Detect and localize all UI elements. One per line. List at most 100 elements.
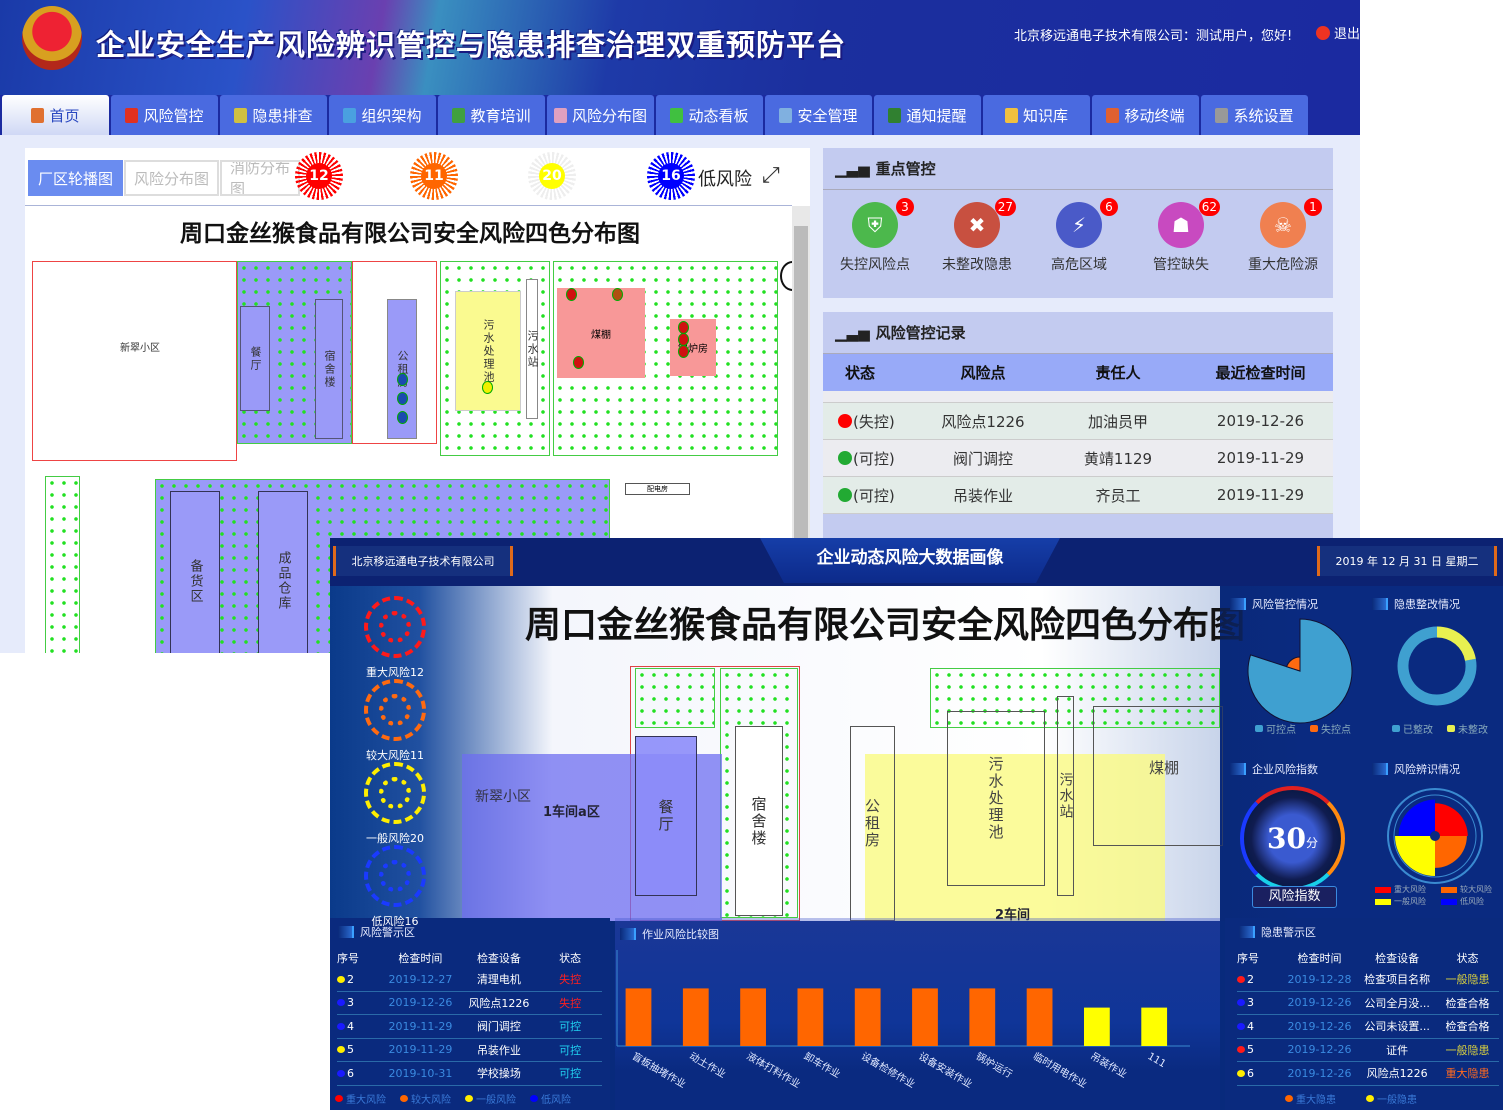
key-item[interactable]: ⛨ 3 失控风险点	[825, 198, 925, 274]
nav-item-9[interactable]: 知识库	[983, 95, 1090, 135]
table-row[interactable]: 3 2019-12-26 公司全月没... 检查合格	[1237, 992, 1499, 1015]
nav-item-10[interactable]: 移动终端	[1092, 95, 1199, 135]
bld-coal-shed: 煤棚	[1093, 706, 1223, 846]
bar-5[interactable]	[912, 988, 938, 1046]
table-row[interactable]: 6 2019-10-31 学校操场 可控	[337, 1062, 602, 1086]
risk-warning-title: 风险警示区	[338, 924, 415, 940]
status-dot-icon	[838, 451, 852, 465]
key-item[interactable]: ✖ 27 未整改隐患	[927, 198, 1027, 274]
bar-6[interactable]	[969, 988, 996, 1046]
risk-index-label: 风险指数	[1252, 886, 1337, 908]
level-dot-icon	[1237, 975, 1245, 983]
mobile-icon	[1106, 107, 1120, 123]
risk-level-item[interactable]: 低风险16	[360, 845, 430, 929]
device-cell: 检查项目名称	[1364, 973, 1431, 987]
bar-2[interactable]	[740, 988, 766, 1046]
hazard-warning-title: 隐患警示区	[1239, 924, 1316, 940]
table-row[interactable]: 5 2019-12-26 证件 一般隐患	[1237, 1039, 1499, 1062]
bar-3[interactable]	[797, 988, 824, 1046]
table-row[interactable]: (失控) 风险点1226 加油员甲 2019-12-26	[823, 403, 1333, 440]
table-row[interactable]: 2 2019-12-27 清理电机 失控	[337, 968, 602, 992]
tab-factory-carousel[interactable]: 厂区轮播图	[28, 160, 124, 196]
identify-legend: 重大风险 较大风险 一般风险 低风险	[1375, 884, 1500, 907]
device-cell: 清理电机	[476, 973, 521, 987]
bar-4[interactable]	[854, 988, 881, 1046]
nav-item-11[interactable]: 系统设置	[1201, 95, 1308, 135]
risk-pin-low[interactable]	[397, 373, 408, 386]
nav-item-1[interactable]: 风险管控	[111, 95, 218, 135]
risk-count-value: 16	[658, 163, 684, 189]
tab-fire-distribution[interactable]: 消防分布图	[220, 160, 300, 196]
risk-pin-general[interactable]	[482, 381, 493, 394]
table-row[interactable]: 5 2019-11-29 吊装作业 可控	[337, 1039, 602, 1062]
key-item[interactable]: ☗ 62 管控缺失	[1131, 198, 1231, 274]
risk-count-ring[interactable]: 11	[410, 152, 458, 200]
nav-item-3[interactable]: 组织架构	[329, 95, 436, 135]
nav-item-2[interactable]: 隐患排查	[220, 95, 327, 135]
risk-pin-major[interactable]	[612, 288, 623, 301]
fullscreen-icon[interactable]: ⤢	[762, 163, 780, 188]
risk-warning-legend: 重大风险 较大风险 一般风险 低风险	[335, 1091, 571, 1106]
logout-button[interactable]: 退出	[1316, 23, 1360, 42]
table-row[interactable]: (可控) 吊装作业 齐员工 2019-11-29	[823, 477, 1333, 514]
table-row[interactable]: 3 2019-12-26 风险点1226 失控	[337, 992, 602, 1015]
label-xincui: 新翠小区	[120, 343, 160, 354]
device-cell: 证件	[1386, 1043, 1409, 1057]
key-item[interactable]: ☠ 1 重大危险源	[1233, 198, 1333, 274]
risk-level-item[interactable]: 重大风险12	[360, 596, 430, 680]
x-tick-label: 临时用电作业	[1031, 1049, 1089, 1090]
table-row[interactable]: 4 2019-11-29 阀门调控 可控	[337, 1015, 602, 1039]
nav-item-6[interactable]: 动态看板	[656, 95, 763, 135]
legend-text: 低风险	[1460, 897, 1484, 906]
nav-item-5[interactable]: 风险分布图	[547, 95, 654, 135]
rose-ring	[1393, 794, 1477, 878]
rose-slices	[1395, 799, 1468, 876]
status-cell: 可控	[559, 1020, 582, 1034]
skull-icon: ☠	[1274, 213, 1292, 237]
legend-text: 低风险	[541, 1095, 571, 1106]
risk-count-ring[interactable]: 12	[295, 152, 343, 200]
legend-text: 重大风险	[346, 1095, 386, 1106]
identify-legend-item: 较大风险	[1441, 884, 1499, 895]
bar-9[interactable]	[1141, 1007, 1168, 1046]
bar-7[interactable]	[1026, 988, 1053, 1046]
table-row[interactable]: (可控) 阀门调控 黄靖1129 2019-11-29	[823, 440, 1333, 477]
risk-pin-major[interactable]	[573, 356, 584, 369]
bar-0[interactable]	[625, 988, 652, 1046]
nav-item-0[interactable]: 首页	[2, 95, 109, 135]
nav-item-8[interactable]: 通知提醒	[874, 95, 981, 135]
checklist-icon	[234, 107, 248, 123]
rose-slice-1	[1435, 836, 1467, 868]
risk-count-ring[interactable]: 20	[528, 152, 576, 200]
risk-level-item[interactable]: 较大风险11	[360, 679, 430, 763]
risk-pin-low[interactable]	[397, 411, 408, 424]
risk-pin-major[interactable]	[678, 345, 689, 358]
risk-pin-low[interactable]	[397, 392, 408, 405]
table-row[interactable]: 4 2019-12-26 公司未设置... 检查合格	[1237, 1015, 1499, 1039]
nav-item-7[interactable]: 安全管理	[765, 95, 872, 135]
device-cell: 吊装作业	[476, 1043, 521, 1057]
low-risk-label: 低风险	[698, 169, 752, 190]
level-dot-icon	[337, 975, 345, 983]
table-row[interactable]: 2 2019-12-28 检查项目名称 一般隐患	[1237, 968, 1499, 992]
risk-level-item[interactable]: 一般风险20	[360, 762, 430, 846]
risk-pin-major[interactable]	[566, 288, 577, 301]
risk-count-ring[interactable]: 16	[647, 152, 695, 200]
nav-item-4[interactable]: 教育培训	[438, 95, 545, 135]
bld-stock-area: 备货区	[170, 491, 220, 653]
table-row-partial	[823, 391, 1333, 403]
table-row[interactable]: 6 2019-12-26 风险点1226 重大隐患	[1237, 1062, 1499, 1086]
gear-icon	[1215, 107, 1229, 123]
signal-icon: ▁▃▅	[835, 323, 870, 342]
level-dot-icon	[1237, 1069, 1245, 1077]
tab-risk-distribution[interactable]: 风险分布图	[124, 160, 220, 196]
date-cell: 2019-11-29	[388, 1043, 453, 1057]
bld-sewage-station: 污水站	[1057, 696, 1074, 896]
key-item-label: 重大危险源	[1248, 257, 1318, 273]
date-cell: 2019-12-26	[1216, 412, 1305, 430]
bar-1[interactable]	[682, 988, 709, 1046]
key-item[interactable]: ⚡ 6 高危区域	[1029, 198, 1129, 274]
bar-8[interactable]	[1083, 1007, 1110, 1046]
x-tick-label: 锅炉运行	[974, 1049, 1015, 1080]
status-cell: (失控)	[823, 411, 918, 432]
